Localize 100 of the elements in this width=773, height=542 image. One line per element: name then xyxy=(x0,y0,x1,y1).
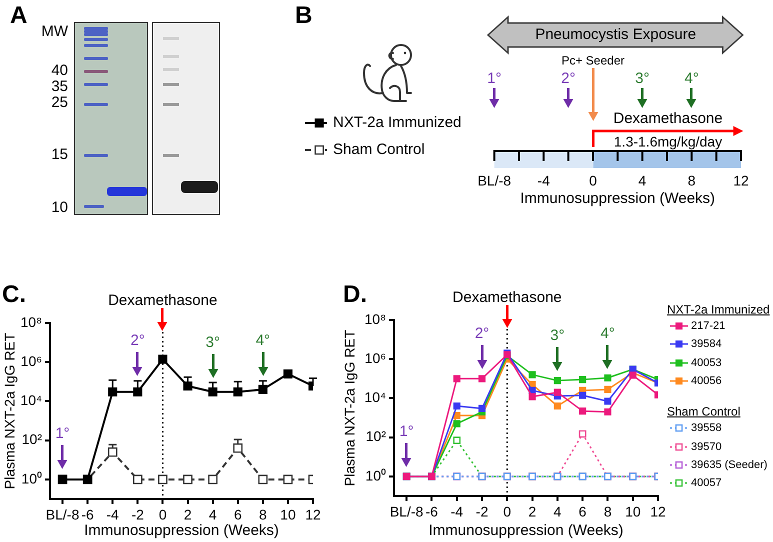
legend-label: 217-21 xyxy=(691,320,726,332)
y-tick-label: 10² xyxy=(22,431,42,448)
point xyxy=(158,354,168,364)
point xyxy=(629,372,636,379)
annotation: 4° xyxy=(256,332,270,350)
y-tick-label: 10⁶ xyxy=(20,352,42,369)
x-tick-label: 12 xyxy=(305,506,321,522)
chart-title: D. xyxy=(343,281,367,308)
x-axis-title: Immunosuppression (Weeks) xyxy=(84,522,279,540)
text: 10 xyxy=(51,198,68,216)
legend-label: 40057 xyxy=(691,477,722,490)
point xyxy=(133,387,142,396)
x-tick-label: 0 xyxy=(589,172,598,188)
text: 1° xyxy=(487,70,502,88)
point xyxy=(183,474,192,484)
y-tick-label: 10⁴ xyxy=(364,389,386,406)
point xyxy=(579,408,586,415)
y-tick-label: 10² xyxy=(366,428,386,444)
x-tick-label: -4 xyxy=(537,172,550,188)
chart-title: C. xyxy=(2,281,26,308)
point xyxy=(233,443,243,453)
x-tick-label: -2 xyxy=(131,506,144,522)
point xyxy=(453,375,460,382)
point xyxy=(604,386,612,394)
legend-label: Sham Control xyxy=(333,140,425,158)
x-tick-label: -4 xyxy=(450,503,464,520)
text: 40 xyxy=(51,62,68,80)
point xyxy=(108,387,118,396)
x-tick-label: -6 xyxy=(425,503,438,520)
x-tick-label: 6 xyxy=(234,506,242,522)
point xyxy=(579,392,586,399)
text: 3° xyxy=(635,70,650,88)
point xyxy=(208,474,218,484)
point xyxy=(578,430,586,438)
x-tick-label: 8 xyxy=(604,503,612,520)
annotation: 1° xyxy=(399,422,414,440)
text: Dexamethasone xyxy=(613,110,723,128)
legend-label: 40056 xyxy=(691,374,722,387)
point xyxy=(208,387,218,396)
point xyxy=(233,387,242,396)
legend-label: 39584 xyxy=(691,338,722,350)
x-tick-label: BL/-8 xyxy=(478,172,512,188)
x-tick-label: 0 xyxy=(158,506,167,522)
text: 4° xyxy=(684,70,699,88)
x-axis-title: Immunosuppression (Weeks) xyxy=(428,522,624,540)
annotation: 2° xyxy=(130,332,145,350)
legend-label: NXT-2a Immunized xyxy=(333,114,462,132)
x-tick-label: -4 xyxy=(106,506,120,522)
point xyxy=(579,376,586,384)
text: Pc+ Seeder xyxy=(561,53,624,68)
point xyxy=(554,377,561,384)
text: 35 xyxy=(51,78,68,96)
point xyxy=(453,436,461,444)
point xyxy=(283,474,293,484)
point xyxy=(132,474,142,484)
point xyxy=(258,474,268,484)
annotation: 3° xyxy=(206,333,220,351)
x-tick-label: 12 xyxy=(650,503,666,520)
y-axis-title: Plasma NXT-2a IgG RET xyxy=(1,332,18,490)
y-tick-label: 10⁴ xyxy=(20,392,42,408)
text: 1.3-1.6mg/kg/day xyxy=(614,132,722,150)
point xyxy=(183,381,192,391)
x-tick-label: 2 xyxy=(528,503,536,520)
x-tick-label: 4 xyxy=(638,172,646,188)
legend-label: 39570 xyxy=(691,440,722,453)
ref-line-label: Dexamethasone xyxy=(108,292,218,310)
point xyxy=(528,393,536,400)
text: B xyxy=(295,2,312,30)
x-tick-label: -6 xyxy=(81,506,94,522)
point xyxy=(158,474,168,484)
annotation: 2° xyxy=(474,325,490,343)
point xyxy=(478,404,486,412)
x-tick-label: 6 xyxy=(578,503,587,520)
point xyxy=(604,398,612,405)
x-tick-label: 4 xyxy=(554,503,562,520)
text: 15 xyxy=(51,146,68,164)
x-tick-label: 2 xyxy=(184,506,192,522)
point xyxy=(604,408,612,416)
x-tick-label: BL/-8 xyxy=(46,506,80,522)
point xyxy=(108,447,118,457)
x-tick-label: -2 xyxy=(476,503,488,520)
y-tick-label: 10⁸ xyxy=(364,310,386,327)
text: NXT-2a Immunized xyxy=(667,302,770,317)
x-tick-label: 0 xyxy=(503,503,512,520)
legend-label: 39558 xyxy=(691,422,722,434)
point xyxy=(453,420,460,428)
legend-label: 39635 (Seeder) xyxy=(691,458,768,471)
point xyxy=(258,384,268,394)
y-axis-title: Plasma NXT-2a IgG RET xyxy=(341,329,358,486)
y-tick-label: 10⁰ xyxy=(21,470,42,486)
text: A xyxy=(10,2,28,30)
text: 25 xyxy=(51,94,68,112)
x-tick-label: 10 xyxy=(280,506,296,522)
x-tick-label: 12 xyxy=(733,172,749,188)
x-tick-label: 8 xyxy=(688,172,696,188)
point xyxy=(554,388,561,396)
x-tick-label: BL/-8 xyxy=(390,503,424,520)
annotation: 1° xyxy=(55,424,70,442)
point xyxy=(604,374,612,382)
point xyxy=(453,402,460,410)
